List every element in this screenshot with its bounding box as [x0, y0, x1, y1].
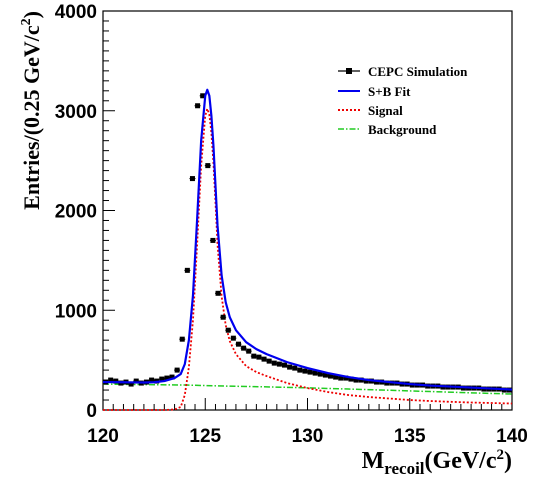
data-point — [266, 358, 272, 364]
data-point — [261, 356, 267, 362]
data-point — [220, 314, 226, 320]
y-tick-label: 3000 — [55, 102, 97, 123]
data-point — [246, 348, 252, 354]
legend-simulation-marker — [346, 68, 352, 74]
data-point — [169, 374, 175, 380]
data-point — [149, 377, 155, 383]
data-point — [302, 368, 308, 374]
x-axis-title-sup: 2 — [497, 447, 505, 463]
y-axis-title-sup: 2 — [19, 18, 34, 25]
series-line-signal — [103, 107, 513, 411]
data-point — [343, 375, 349, 381]
y-axis-title-close: ) — [19, 11, 44, 18]
legend: CEPC Simulation S+B Fit Signal Backgroun… — [338, 64, 468, 137]
data-point — [276, 361, 282, 367]
legend-label-simulation: CEPC Simulation — [368, 64, 468, 79]
series-simulation-points — [102, 93, 513, 393]
data-point — [159, 376, 165, 382]
legend-item-background: Background — [338, 122, 437, 137]
series-line-s-b-fit — [102, 88, 513, 391]
x-axis-title-rest: (GeV/c — [425, 448, 497, 474]
y-tick-label: 1000 — [55, 301, 97, 322]
y-axis-tick-labels: 0 1000 2000 3000 4000 — [55, 2, 97, 422]
data-point — [358, 377, 364, 383]
data-point — [235, 341, 241, 347]
legend-label-signal: Signal — [368, 103, 403, 118]
data-point — [297, 367, 303, 373]
x-axis-ticks — [102, 398, 513, 410]
x-axis-title-sub: recoil — [384, 459, 425, 478]
data-point — [205, 163, 211, 169]
legend-item-signal: Signal — [338, 103, 403, 118]
data-point — [210, 237, 216, 243]
data-point — [225, 327, 231, 333]
data-point — [338, 375, 344, 381]
y-axis-ticks — [103, 10, 115, 411]
data-point — [251, 353, 257, 359]
data-point — [307, 369, 313, 375]
x-tick-label: 140 — [496, 426, 528, 447]
data-point — [200, 93, 206, 99]
data-point — [384, 380, 390, 386]
data-point — [287, 364, 293, 370]
series-line-background — [102, 383, 513, 395]
data-point — [363, 378, 369, 384]
y-axis-title-main: Entries/(0.25 GeV/c — [19, 25, 44, 210]
x-axis-title-close: ) — [504, 448, 512, 474]
data-point — [184, 267, 190, 273]
data-point — [348, 376, 354, 382]
data-point — [128, 381, 134, 387]
data-point — [241, 345, 247, 351]
x-tick-label: 120 — [87, 426, 119, 447]
data-point — [292, 365, 298, 371]
data-point — [133, 378, 139, 384]
x-tick-label: 130 — [292, 426, 324, 447]
x-axis-tick-labels: 120 125 130 135 140 — [87, 426, 528, 447]
data-point — [281, 362, 287, 368]
legend-label-fit: S+B Fit — [368, 84, 411, 99]
data-point — [164, 375, 170, 381]
data-point — [215, 290, 221, 296]
x-axis-title-main: M — [362, 448, 385, 474]
data-point — [328, 373, 334, 379]
legend-label-background: Background — [368, 122, 437, 137]
legend-item-simulation: CEPC Simulation — [338, 64, 468, 79]
y-axis-title: Entries/(0.25 GeV/c2) — [19, 11, 44, 210]
data-point — [189, 176, 195, 182]
data-point — [322, 372, 328, 378]
y-tick-label: 2000 — [55, 202, 97, 223]
y-tick-label: 0 — [86, 401, 97, 422]
x-tick-label: 125 — [189, 426, 221, 447]
data-point — [195, 103, 201, 109]
data-point — [113, 378, 119, 384]
data-point — [374, 379, 380, 385]
data-point — [256, 354, 262, 360]
data-point — [333, 374, 339, 380]
data-point — [230, 335, 236, 341]
x-tick-label: 135 — [394, 426, 426, 447]
legend-item-fit: S+B Fit — [338, 84, 411, 99]
data-point — [108, 377, 114, 383]
data-point — [179, 336, 185, 342]
data-point — [271, 360, 277, 366]
series-layer — [102, 88, 513, 411]
x-axis-title: Mrecoil(GeV/c2) — [362, 447, 512, 478]
y-tick-label: 4000 — [55, 2, 97, 23]
data-point — [174, 367, 180, 373]
data-point — [353, 377, 359, 383]
data-point — [312, 370, 318, 376]
data-point — [317, 371, 323, 377]
